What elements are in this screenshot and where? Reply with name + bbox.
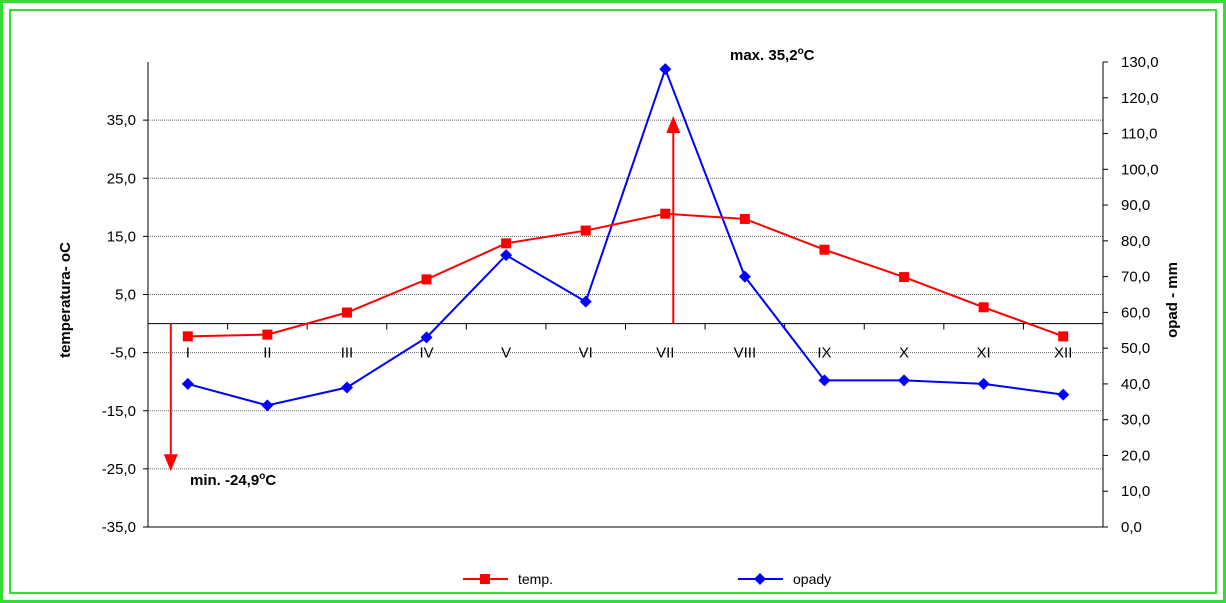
y-right-tick-label: 50,0 <box>1121 340 1150 357</box>
y-axis-left-title: temperatura- oC <box>57 242 74 358</box>
x-tick-label: VII <box>656 345 674 362</box>
y-left-tick-label: -5,0 <box>110 345 136 362</box>
opady-point <box>818 374 831 387</box>
x-tick-label: IV <box>419 345 433 362</box>
x-tick-label: I <box>186 345 190 362</box>
temp-point <box>580 225 591 236</box>
y-right-tick-label: 30,0 <box>1121 412 1150 429</box>
opady-point <box>340 381 353 394</box>
x-tick-label: V <box>501 345 511 362</box>
max-annotation: max. 35,2oC <box>730 46 815 64</box>
x-tick-label: XI <box>977 345 991 362</box>
opady-point <box>420 331 433 344</box>
y-right-tick-label: 110,0 <box>1121 126 1157 143</box>
grid-layer <box>148 119 1103 470</box>
temp-line <box>187 212 1064 338</box>
y-left-tick-label: -15,0 <box>102 403 136 420</box>
temp-point <box>421 274 432 285</box>
y-right-tick-label: 70,0 <box>1121 269 1150 286</box>
x-tick-label: III <box>341 345 354 362</box>
x-tick-label: XII <box>1054 345 1072 362</box>
annotation-layer: max. 35,2oC min. -24,9oC <box>163 46 815 489</box>
y-right-tick-label: 90,0 <box>1121 197 1150 214</box>
opady-point <box>500 249 513 262</box>
min-annotation: min. -24,9oC <box>190 471 276 489</box>
series-layer <box>181 63 1070 412</box>
opady-point <box>659 63 672 76</box>
y-left-tick-label: 5,0 <box>115 287 136 304</box>
x-tick-label: VIII <box>734 345 757 362</box>
temp-point <box>899 272 910 283</box>
opady-line <box>187 66 1064 407</box>
min-arrow-head <box>163 454 178 472</box>
y-left-tick-label: -25,0 <box>102 461 136 478</box>
x-tick-label: IX <box>817 345 831 362</box>
temp-point <box>819 244 830 255</box>
legend: temp. opady <box>463 571 831 587</box>
legend-temp-label: temp. <box>518 571 553 587</box>
opady-point <box>579 295 592 308</box>
y-left-tick-label: 15,0 <box>107 228 136 245</box>
opady-point <box>738 270 751 283</box>
opady-point <box>1057 388 1070 401</box>
y-right-tick-label: 80,0 <box>1121 233 1150 250</box>
opady-point <box>181 377 194 390</box>
temp-point <box>978 302 989 313</box>
temp-point <box>341 307 352 318</box>
y-left-tick-label: -35,0 <box>102 519 136 536</box>
y-left-tick-label: 25,0 <box>107 170 136 187</box>
y-axis-right-title: opad - mm <box>1164 262 1181 338</box>
x-tick-label: VI <box>579 345 593 362</box>
y-right-tick-label: 10,0 <box>1121 483 1150 500</box>
x-tick-label: X <box>899 345 909 362</box>
y-right-tick-label: 60,0 <box>1121 304 1150 321</box>
temp-point <box>660 208 671 219</box>
y-right-tick-label: 100,0 <box>1121 161 1159 178</box>
y-right-tick-label: 40,0 <box>1121 376 1150 393</box>
y-right-tick-label: 0,0 <box>1121 519 1142 536</box>
max-arrow-head <box>666 115 681 133</box>
legend-opady-label: opady <box>793 571 831 587</box>
x-tick-label: II <box>263 345 271 362</box>
temp-point <box>1058 331 1069 342</box>
y-left-tick-label: 35,0 <box>107 112 136 129</box>
opady-point <box>261 399 274 412</box>
axes-layer: 35,0 25,0 15,0 5,0 -5,0 -15,0 -25,0 -35,0 130,0 1… <box>102 54 1159 536</box>
y-right-tick-label: 120,0 <box>1121 90 1159 107</box>
temp-point <box>182 331 193 342</box>
opady-point <box>977 377 990 390</box>
legend-temp-marker <box>480 574 490 584</box>
y-right-tick-label: 130,0 <box>1121 54 1159 71</box>
opady-point <box>898 374 911 387</box>
y-right-tick-label: 20,0 <box>1121 447 1150 464</box>
legend-opady-marker <box>754 573 766 585</box>
temp-point <box>262 329 273 340</box>
temp-point <box>501 238 512 249</box>
temp-point <box>739 213 750 224</box>
